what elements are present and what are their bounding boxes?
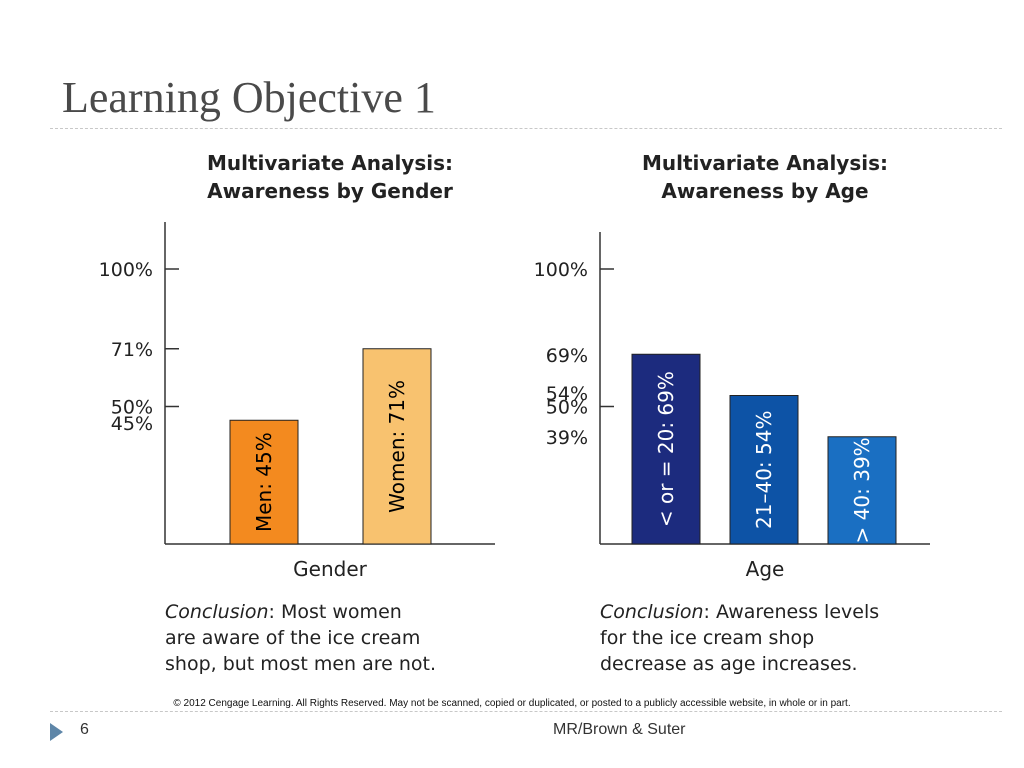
gender-bar-2: [362, 348, 432, 545]
age-bar-1: [631, 353, 701, 545]
age-bar-3: [827, 436, 897, 545]
gender-bar-1: [229, 419, 299, 545]
age-bar-2: [729, 395, 799, 545]
top-divider: [50, 128, 1002, 129]
slide-number: 6: [80, 721, 89, 738]
gender-conclusion-line-1: Conclusion: Most women: [165, 601, 402, 623]
age-tick-label: 54%: [546, 383, 588, 405]
copyright-notice: © 2012 Cengage Learning. All Rights Rese…: [173, 698, 851, 709]
age-x-axis-label: Age: [746, 557, 785, 581]
gender-x-axis-label: Gender: [293, 557, 367, 581]
age-bar-label-1: < or = 20: 69%: [654, 371, 678, 527]
age-chart-title-line-1: Multivariate Analysis:: [642, 151, 888, 175]
age-conclusion-line-1: Conclusion: Awareness levels: [600, 601, 879, 623]
gender-conclusion-line-3: shop, but most men are not.: [165, 653, 436, 675]
age-tick-label: 100%: [534, 259, 588, 281]
gender-tick-label: 50%: [111, 397, 153, 419]
footer-credit: MR/Brown & Suter: [553, 721, 686, 738]
gender-awareness-chart: Multivariate Analysis: Awareness by Gende…: [99, 151, 495, 675]
gender-tick-label: 100%: [99, 259, 153, 281]
gender-chart-title-line-2: Awareness by Gender: [207, 179, 453, 203]
gender-bar-label-2: Women: 71%: [385, 380, 409, 513]
gender-chart-title-line-1: Multivariate Analysis:: [207, 151, 453, 175]
bottom-divider: [50, 711, 1002, 712]
age-awareness-chart: Multivariate Analysis: Awareness by Age 10…: [534, 151, 930, 675]
gender-tick-label: 45%: [111, 413, 153, 435]
gender-bar-label-1: Men: 45%: [252, 432, 276, 532]
age-tick-label: 69%: [546, 345, 588, 367]
age-conclusion-line-2: for the ice cream shop: [600, 627, 814, 649]
gender-tick-label: 71%: [111, 339, 153, 361]
gender-conclusion-line-2: are aware of the ice cream: [165, 627, 420, 649]
age-bar-label-2: 21–40: 54%: [752, 411, 776, 529]
slide-title: Learning Objective 1: [62, 73, 436, 122]
age-bar-label-3: > 40: 39%: [850, 437, 874, 543]
age-chart-title-line-2: Awareness by Age: [661, 179, 868, 203]
age-tick-label: 50%: [546, 397, 588, 419]
age-tick-label: 39%: [546, 427, 588, 449]
triangle-bullet-icon: [50, 723, 63, 741]
age-conclusion-line-3: decrease as age increases.: [600, 653, 858, 675]
